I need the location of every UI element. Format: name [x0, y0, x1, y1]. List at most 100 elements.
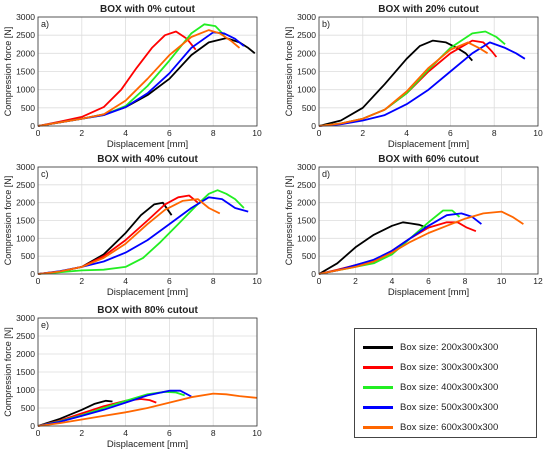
x-tick-label: 10	[252, 276, 262, 286]
x-tick-label: 0	[36, 128, 41, 138]
y-tick-label: 0	[311, 121, 316, 131]
legend: Box size: 200x300x300 Box size: 300x300x…	[354, 328, 537, 438]
y-tick-label: 1500	[16, 367, 35, 377]
y-tick-label: 2000	[297, 198, 316, 208]
y-tick-label: 2500	[16, 331, 35, 341]
y-axis-label: Compression force [N]	[3, 176, 13, 266]
x-axis-label: Displacement [mm]	[107, 287, 188, 298]
x-tick-label: 12	[533, 276, 543, 286]
x-axis-label: Displacement [mm]	[388, 287, 469, 298]
series-line	[318, 210, 524, 275]
y-tick-label: 2000	[16, 198, 35, 208]
x-tick-label: 8	[463, 276, 468, 286]
x-tick-label: 2	[79, 428, 84, 438]
legend-item: Box size: 200x300x300	[363, 340, 498, 354]
y-axis-label: Compression force [N]	[284, 176, 294, 266]
x-tick-label: 4	[123, 428, 128, 438]
series-line	[37, 189, 245, 275]
chart-panel: 0 2 4 6 8 10 0 500 1000 1500 2000 2500 3000 BOX with …	[284, 4, 543, 150]
series-line	[37, 399, 113, 427]
legend-swatch	[363, 365, 393, 369]
y-axis-label: Compression force [N]	[284, 27, 294, 117]
y-tick-label: 500	[21, 403, 35, 413]
series-line	[37, 392, 258, 427]
plot-frame	[37, 16, 258, 127]
panel-label: c)	[41, 169, 49, 179]
x-axis-label: Displacement [mm]	[388, 139, 469, 150]
y-tick-label: 2000	[16, 349, 35, 359]
y-tick-label: 0	[30, 421, 35, 431]
y-tick-label: 2500	[16, 180, 35, 190]
plot-frame	[318, 16, 539, 127]
y-tick-label: 1000	[297, 85, 316, 95]
legend-label: Box size: 600x300x300	[400, 421, 499, 433]
x-tick-label: 4	[123, 276, 128, 286]
x-tick-label: 4	[390, 276, 395, 286]
y-tick-label: 1500	[297, 216, 316, 226]
legend-swatch	[363, 345, 393, 349]
series-line	[318, 39, 473, 127]
y-tick-label: 2500	[16, 30, 35, 40]
x-tick-label: 0	[36, 428, 41, 438]
chart-panel: 0 2 4 6 8 10 0 500 1000 1500 2000 2500 3000 BOX with …	[3, 305, 262, 450]
series-line	[37, 198, 221, 275]
y-axis-label: Compression force [N]	[3, 27, 13, 117]
plot-frame	[37, 317, 258, 427]
x-tick-label: 2	[79, 128, 84, 138]
plot-frame	[318, 166, 539, 275]
y-tick-label: 0	[30, 121, 35, 131]
y-tick-label: 2500	[297, 180, 316, 190]
y-tick-label: 1500	[297, 67, 316, 77]
panel-label: d)	[322, 169, 330, 179]
y-tick-label: 0	[30, 269, 35, 279]
x-tick-label: 8	[492, 128, 497, 138]
chart-panel: 0 2 4 6 8 10 0 500 1000 1500 2000 2500 3000 BOX with …	[3, 154, 262, 298]
y-tick-label: 500	[21, 251, 35, 261]
x-tick-label: 6	[167, 428, 172, 438]
x-tick-label: 10	[533, 128, 543, 138]
legend-item: Box size: 400x300x300	[363, 380, 498, 394]
x-tick-label: 6	[167, 128, 172, 138]
y-tick-label: 1000	[16, 85, 35, 95]
x-axis-label: Displacement [mm]	[107, 439, 188, 450]
chart-title: BOX with 0% cutout	[100, 4, 196, 15]
panel-label: e)	[41, 320, 49, 330]
legend-item: Box size: 600x300x300	[363, 420, 498, 434]
x-tick-label: 0	[317, 128, 322, 138]
y-tick-label: 1000	[16, 233, 35, 243]
x-tick-label: 6	[448, 128, 453, 138]
x-tick-label: 10	[252, 128, 262, 138]
x-tick-label: 2	[79, 276, 84, 286]
x-tick-label: 0	[317, 276, 322, 286]
legend-label: Box size: 400x300x300	[400, 381, 499, 393]
x-tick-label: 10	[497, 276, 507, 286]
legend-swatch	[363, 405, 393, 409]
y-tick-label: 2000	[16, 48, 35, 58]
x-tick-label: 8	[211, 128, 216, 138]
x-axis-label: Displacement [mm]	[107, 139, 188, 150]
chart-title: BOX with 20% cutout	[378, 4, 479, 15]
y-tick-label: 2500	[297, 30, 316, 40]
y-tick-label: 3000	[16, 313, 35, 323]
y-tick-label: 1000	[16, 385, 35, 395]
chart-title: BOX with 80% cutout	[97, 305, 198, 316]
series-line	[37, 30, 197, 127]
panel-label: b)	[322, 19, 330, 29]
series-line	[318, 212, 482, 275]
legend-label: Box size: 200x300x300	[400, 341, 499, 353]
x-tick-label: 6	[426, 276, 431, 286]
x-tick-label: 2	[360, 128, 365, 138]
y-tick-label: 0	[311, 269, 316, 279]
y-tick-label: 500	[302, 103, 316, 113]
y-tick-label: 500	[302, 251, 316, 261]
legend-swatch	[363, 385, 393, 389]
x-tick-label: 2	[353, 276, 358, 286]
y-tick-label: 3000	[16, 162, 35, 172]
series-line	[37, 389, 192, 427]
plot-frame	[37, 166, 258, 275]
x-tick-label: 4	[404, 128, 409, 138]
y-tick-label: 1500	[16, 67, 35, 77]
x-tick-label: 6	[167, 276, 172, 286]
x-tick-label: 10	[252, 428, 262, 438]
